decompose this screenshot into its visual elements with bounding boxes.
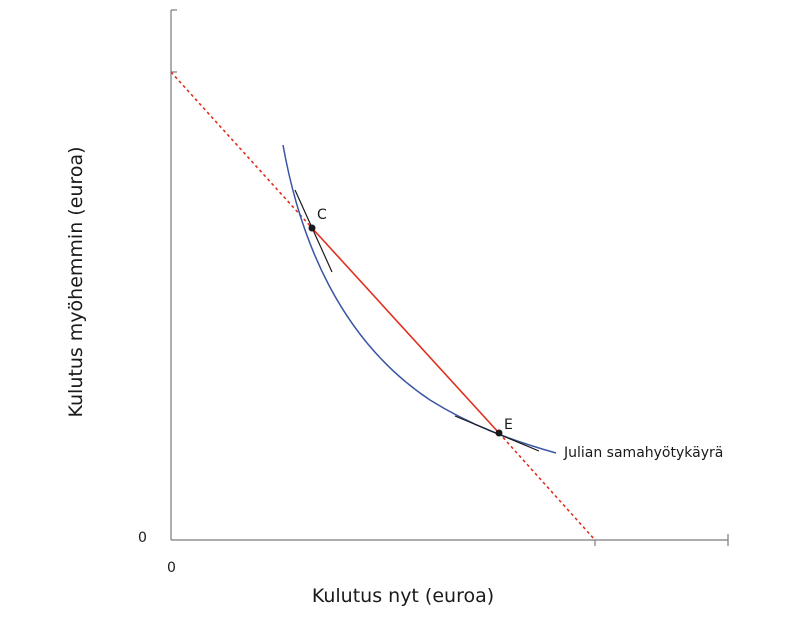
indifference-curve (282, 144, 557, 454)
point-e-label: E (504, 417, 513, 433)
point-e (495, 429, 503, 437)
y-origin-label: 0 (138, 530, 147, 546)
point-c (308, 224, 316, 232)
budget-line-segment (311, 227, 500, 434)
point-c-label: C (317, 207, 327, 223)
budget-line-extension-upper (170, 71, 313, 229)
y-axis-title: Kulutus myöhemmin (euroa) (65, 146, 87, 417)
axes (170, 9, 729, 546)
x-origin-label: 0 (167, 560, 176, 576)
indifference-curve-label: Julian samahyötykäyrä (563, 445, 723, 461)
x-axis-title: Kulutus nyt (euroa) (312, 585, 494, 607)
